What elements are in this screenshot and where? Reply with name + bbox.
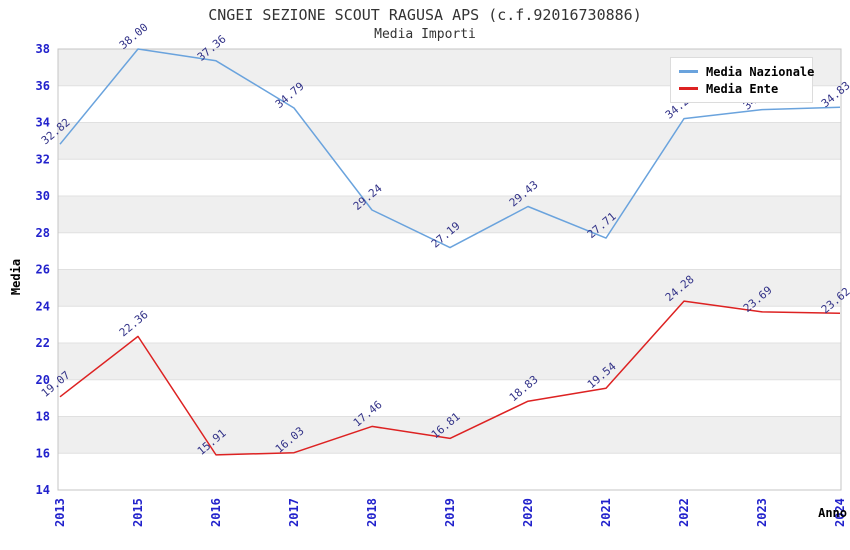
y-tick-label: 30 [36,189,50,203]
x-tick-label: 2022 [677,498,691,527]
y-tick-label: 22 [36,336,50,350]
y-tick-label: 14 [36,483,50,497]
y-tick-label: 38 [36,42,50,56]
grid-band [58,196,841,233]
x-axis-title: Anno [818,506,847,520]
legend-label: Media Ente [706,81,779,96]
grid-band [58,416,841,454]
media-ente-line-swatch [679,87,698,90]
y-axis-title: Media [9,258,23,296]
x-tick-label: 2021 [599,498,613,527]
x-tick-label: 2023 [755,498,769,527]
series-line-media-nazionale [59,48,841,249]
chart-title: CNGEI SEZIONE SCOUT RAGUSA APS (c.f.9201… [208,6,642,24]
grid-band [58,122,841,160]
point-label: 38.00 [117,21,151,52]
y-tick-label: 20 [36,373,50,387]
x-tick-label: 2020 [521,498,535,527]
y-tick-label: 34 [36,116,50,130]
series-line-media-ente [59,300,841,456]
y-tick-label: 28 [36,226,50,240]
x-tick-label: 2017 [287,498,301,527]
y-tick-label: 18 [36,410,50,424]
chart-subtitle: Media Importi [374,27,476,42]
x-tick-label: 2024 [833,498,847,527]
grid-band [58,343,841,380]
x-tick-label: 2016 [209,498,223,527]
plot-border [57,48,842,491]
y-tick-label: 24 [36,299,50,313]
y-tick-label: 32 [36,152,50,166]
x-tick-label: 2015 [131,498,145,527]
media-nazionale-line-swatch [679,70,698,73]
x-tick-label: 2019 [443,498,457,527]
y-tick-label: 26 [36,263,50,277]
y-tick-label: 16 [36,446,50,460]
grid-band [58,269,841,307]
x-tick-label: 2013 [53,498,67,527]
legend-label: Media Nazionale [706,64,815,79]
legend: Media Nazionale Media Ente [670,57,815,103]
point-label: 22.36 [117,308,151,339]
legend-item-media-ente: Media Ente [679,80,812,97]
x-tick-label: 2018 [365,498,379,527]
y-tick-label: 36 [36,79,50,93]
legend-item-media-nazionale: Media Nazionale [679,63,815,80]
